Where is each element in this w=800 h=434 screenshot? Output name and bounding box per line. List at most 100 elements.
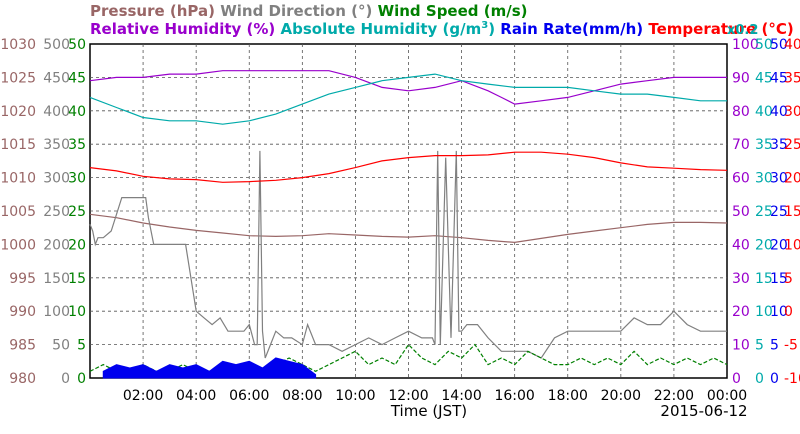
chart-legend: Pressure (hPa) Wind Direction (°) Wind S… [90,2,794,38]
x-tick-label: 14:00 [441,388,481,404]
y-tick-label-temp: 25 [784,137,800,153]
y-tick-label-ah: 20 [755,237,773,253]
y-tick-label-wind_dir: 50 [52,338,70,354]
plot-area [89,70,728,379]
y-tick-label-wind_dir: 350 [43,137,70,153]
x-axis-label: Time (JST) [390,402,467,420]
legend-rain-rate: Rain Rate(mm/h) [495,20,643,38]
y-tick-label-temp: 30 [784,104,800,120]
y-tick-label-pressure: 1025 [0,70,36,86]
chart-grid [89,43,728,379]
y-tick-label-wind_speed: 35 [68,137,86,153]
y-tick-label-wind_dir: 100 [43,304,70,320]
y-tick-label-rh: 0 [732,371,741,387]
y-tick-label-pressure: 1005 [0,204,36,220]
x-tick-label: 00:00 [707,388,747,404]
ah-scale-note: x0.2 [727,23,758,38]
y-tick-label-rain: 5 [770,338,779,354]
y-tick-label-pressure: 985 [9,338,36,354]
y-tick-label-ah: 15 [755,271,773,287]
y-tick-label-temp: 5 [784,271,793,287]
y-tick-label-pressure: 990 [9,304,36,320]
y-tick-label-temp: 20 [784,171,800,187]
y-tick-label-wind_dir: 400 [43,104,70,120]
series-rain-rate [102,357,317,379]
legend-row-2: Relative Humidity (%) Absolute Humidity … [90,20,794,38]
legend-wind-direction: Wind Direction (°) [215,2,372,20]
y-tick-label-temp: 40 [784,37,800,53]
y-tick-label-rain: 45 [770,70,788,86]
y-tick-label-wind_speed: 25 [68,204,86,220]
y-tick-label-temp: 0 [784,304,793,320]
y-tick-label-wind_speed: 45 [68,70,86,86]
left-axes: 9809859909951000100510101015102010251030… [0,37,86,387]
y-tick-label-wind_speed: 10 [68,304,86,320]
y-tick-label-wind_dir: 250 [43,204,70,220]
x-tick-label: 08:00 [282,388,322,404]
x-tick-label: 18:00 [548,388,588,404]
y-tick-label-rh: 50 [732,204,750,220]
y-tick-label-rain: 25 [770,204,788,220]
y-tick-label-rain: 35 [770,137,788,153]
x-tick-label: 02:00 [123,388,163,404]
y-tick-label-wind_dir: 450 [43,70,70,86]
y-tick-label-rain: 40 [770,104,788,120]
y-tick-label-temp: 15 [784,204,800,220]
y-tick-label-rain: 30 [770,171,788,187]
y-tick-label-pressure: 1000 [0,237,36,253]
y-tick-label-pressure: 995 [9,271,36,287]
legend-temperature: Temperature (°C) [643,20,794,38]
x-tick-label: 20:00 [601,388,641,404]
y-tick-label-pressure: 1020 [0,104,36,120]
y-tick-label-ah: 10 [755,304,773,320]
y-tick-label-pressure: 1010 [0,171,36,187]
y-tick-label-rh: 10 [732,338,750,354]
y-tick-label-temp: 10 [784,237,800,253]
y-tick-label-rain: 50 [770,37,788,53]
y-tick-label-wind_dir: 500 [43,37,70,53]
y-tick-label-rh: 60 [732,171,750,187]
series-wind-dir [89,150,727,359]
y-tick-label-ah: 30 [755,171,773,187]
y-tick-label-ah: 5 [755,338,764,354]
x-axis: 02:00 04:00 06:00 08:00 10:00 12:00 14:00 16:00… [123,388,747,404]
y-tick-label-pressure: 1015 [0,137,36,153]
y-tick-label-ah: 45 [755,70,773,86]
series-pressure [89,213,728,244]
y-tick-label-temp: -10 [784,371,800,387]
y-tick-label-ah: 25 [755,204,773,220]
y-tick-label-wind_speed: 30 [68,171,86,187]
y-tick-label-temp: -5 [784,338,798,354]
y-tick-label-wind_dir: 300 [43,171,70,187]
y-tick-label-rh: 90 [732,70,750,86]
y-tick-label-pressure: 1030 [0,37,36,53]
y-tick-label-wind_dir: 150 [43,271,70,287]
y-tick-label-rain: 10 [770,304,788,320]
legend-row-1: Pressure (hPa) Wind Direction (°) Wind S… [90,2,528,20]
date-label: 2015-06-12 [660,402,747,420]
x-tick-label: 04:00 [176,388,216,404]
legend-relative-humidity: Relative Humidity (%) [90,20,275,38]
y-tick-label-rh: 20 [732,304,750,320]
legend-absolute-humidity: Absolute Humidity (g/m [275,20,481,38]
y-tick-label-wind_speed: 20 [68,237,86,253]
y-tick-label-rain: 0 [770,371,779,387]
x-tick-label: 10:00 [335,388,375,404]
x-tick-label: 06:00 [229,388,269,404]
y-tick-label-rh: 70 [732,137,750,153]
series-ah [89,73,727,125]
y-tick-label-wind_speed: 15 [68,271,86,287]
y-tick-label-wind_dir: 0 [61,371,70,387]
y-tick-label-rh: 80 [732,104,750,120]
y-tick-label-rain: 15 [770,271,788,287]
y-tick-label-wind_speed: 40 [68,104,86,120]
y-tick-label-rain: 20 [770,237,788,253]
x-tick-label: 16:00 [494,388,534,404]
series-temp [89,151,728,183]
y-tick-label-wind_speed: 5 [77,338,86,354]
legend-wind-speed: Wind Speed (m/s) [372,2,527,20]
y-tick-label-wind_speed: 0 [77,371,86,387]
y-tick-label-temp: 35 [784,70,800,86]
y-tick-label-pressure: 980 [9,371,36,387]
